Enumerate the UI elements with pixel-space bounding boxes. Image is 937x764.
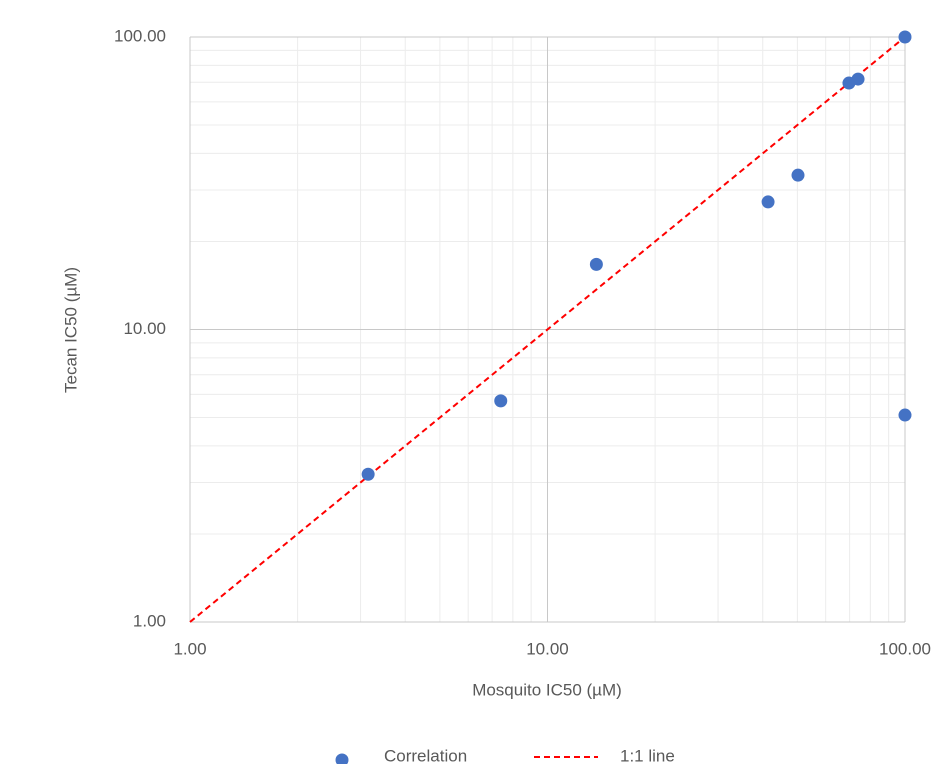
y-axis-title: Tecan IC50 (µM) (61, 267, 80, 393)
data-point (361, 467, 375, 481)
data-point (494, 394, 508, 408)
legend-label: 1:1 line (620, 746, 675, 764)
data-point (851, 72, 865, 86)
data-point (898, 408, 912, 422)
data-point (791, 168, 805, 182)
x-tick-label: 10.00 (526, 639, 569, 658)
y-tick-label: 100.00 (114, 26, 166, 45)
x-tick-label: 1.00 (173, 639, 206, 658)
x-tick-label: 100.00 (879, 639, 931, 658)
y-tick-label: 1.00 (133, 611, 166, 630)
x-axis-title: Mosquito IC50 (µM) (472, 680, 622, 699)
y-tick-label: 10.00 (123, 319, 166, 338)
data-point (761, 195, 775, 209)
data-point (589, 257, 603, 271)
grid (189, 36, 906, 623)
plot (189, 30, 912, 623)
legend-key (335, 753, 349, 764)
reference-line (189, 36, 906, 623)
legend-label: Correlation (384, 746, 467, 764)
data-point (898, 30, 912, 44)
